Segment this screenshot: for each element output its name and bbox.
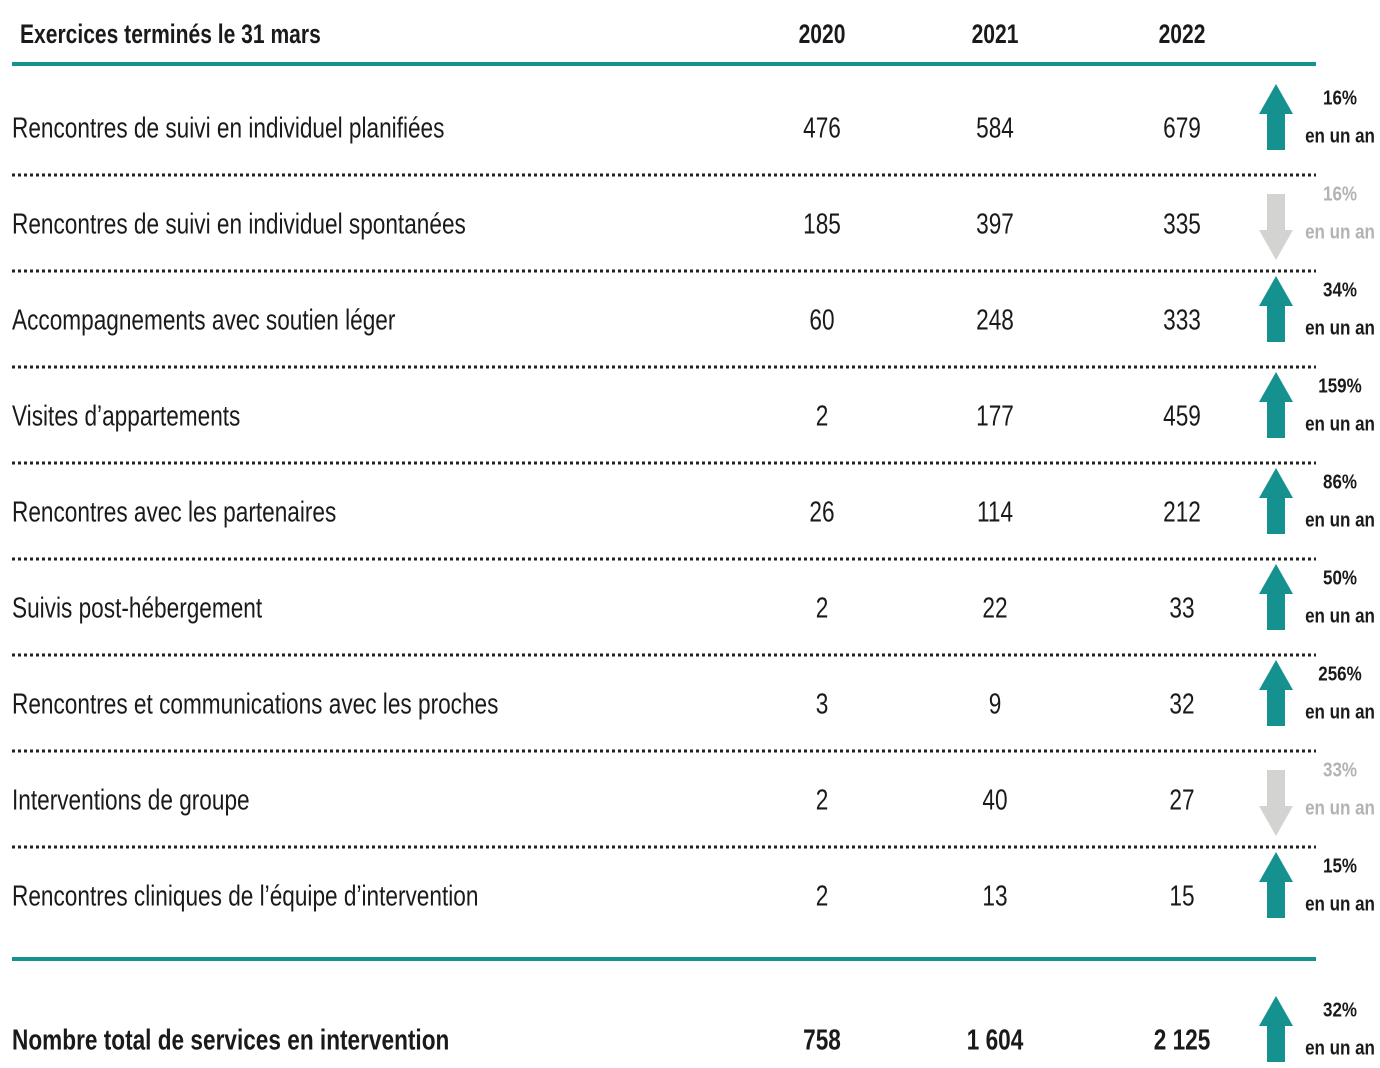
cell-value: 60 — [809, 303, 834, 336]
cell-value: 335 — [1163, 207, 1201, 240]
cell-value: 22 — [982, 591, 1007, 624]
change-percent: 32% — [1323, 998, 1357, 1021]
row-label: Rencontres avec les partenaires — [12, 495, 336, 528]
cell-value: 212 — [1163, 495, 1201, 528]
cell-value: 758 — [803, 1023, 841, 1056]
change-percent: 33% — [1323, 758, 1357, 781]
change-note: en un an — [1305, 1036, 1375, 1059]
change-note: en un an — [1305, 316, 1375, 339]
change-note: en un an — [1305, 700, 1375, 723]
change-note: en un an — [1305, 412, 1375, 435]
cell-value: 459 — [1163, 399, 1201, 432]
change-percent: 50% — [1323, 566, 1357, 589]
change-percent: 16% — [1323, 86, 1357, 109]
change-note: en un an — [1305, 124, 1375, 147]
arrow-up — [1259, 564, 1293, 630]
cell-value: 333 — [1163, 303, 1201, 336]
cell-value: 177 — [976, 399, 1014, 432]
change-note: en un an — [1305, 604, 1375, 627]
row-label: Nombre total de services en intervention — [12, 1023, 449, 1056]
cell-value: 3 — [816, 687, 829, 720]
arrow-up — [1259, 852, 1293, 918]
arrow-down — [1259, 194, 1293, 260]
arrow-up — [1259, 660, 1293, 726]
cell-value: 27 — [1169, 783, 1194, 816]
change-percent: 15% — [1323, 854, 1357, 877]
cell-value: 2 125 — [1154, 1023, 1211, 1056]
cell-value: 584 — [976, 111, 1014, 144]
cell-value: 32 — [1169, 687, 1194, 720]
change-note: en un an — [1305, 508, 1375, 531]
row-label: Suivis post-hébergement — [12, 591, 263, 624]
cell-value: 476 — [803, 111, 841, 144]
cell-value: 2 — [816, 591, 829, 624]
cell-value: 33 — [1169, 591, 1194, 624]
change-percent: 86% — [1323, 470, 1357, 493]
change-percent: 16% — [1323, 182, 1357, 205]
cell-value: 679 — [1163, 111, 1201, 144]
cell-value: 2 — [816, 879, 829, 912]
cell-value: 26 — [809, 495, 834, 528]
year-header: 2021 — [972, 20, 1019, 50]
change-percent: 159% — [1318, 374, 1361, 397]
cell-value: 185 — [803, 207, 841, 240]
row-label: Visites d’appartements — [12, 399, 240, 432]
cell-value: 9 — [989, 687, 1002, 720]
row-label: Rencontres de suivi en individuel planif… — [12, 111, 444, 144]
cell-value: 248 — [976, 303, 1014, 336]
year-header: 2020 — [799, 20, 846, 50]
cell-value: 1 604 — [967, 1023, 1024, 1056]
year-header: 2022 — [1159, 20, 1206, 50]
row-label: Rencontres et communications avec les pr… — [12, 687, 498, 720]
arrow-up — [1259, 996, 1293, 1062]
row-label: Accompagnements avec soutien léger — [12, 303, 396, 336]
row-label: Interventions de groupe — [12, 783, 250, 816]
arrow-up — [1259, 372, 1293, 438]
row-label: Rencontres de suivi en individuel sponta… — [12, 207, 466, 240]
change-note: en un an — [1305, 220, 1375, 243]
arrow-up — [1259, 84, 1293, 150]
cell-value: 114 — [977, 495, 1013, 528]
cell-value: 13 — [982, 879, 1007, 912]
cell-value: 397 — [976, 207, 1014, 240]
row-label: Rencontres cliniques de l’équipe d’inter… — [12, 879, 478, 912]
change-percent: 34% — [1323, 278, 1357, 301]
change-percent: 256% — [1318, 662, 1361, 685]
arrow-up — [1259, 468, 1293, 534]
arrow-up — [1259, 276, 1293, 342]
change-note: en un an — [1305, 796, 1375, 819]
change-note: en un an — [1305, 892, 1375, 915]
header-title: Exercices terminés le 31 mars — [20, 20, 321, 50]
cell-value: 15 — [1169, 879, 1194, 912]
cell-value: 2 — [816, 399, 829, 432]
arrow-down — [1259, 770, 1293, 836]
cell-value: 2 — [816, 783, 829, 816]
cell-value: 40 — [982, 783, 1007, 816]
